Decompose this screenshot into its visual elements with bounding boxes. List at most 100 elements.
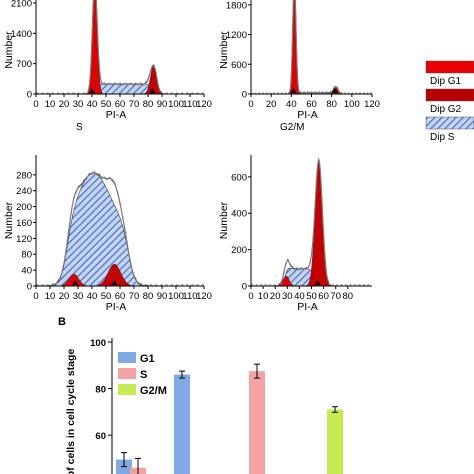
y-tick-label: 240 — [16, 186, 32, 197]
bar-y-tick-label: 80 — [95, 385, 106, 396]
bar-s-2 — [249, 371, 265, 474]
x-tick-label: 110 — [182, 99, 197, 110]
x-tick-label: 70 — [129, 291, 140, 302]
x-tick-label: 30 — [282, 291, 293, 302]
bar-legend-swatch-g1 — [118, 352, 136, 363]
data-curve — [251, 0, 372, 94]
x-axis-label: PI-A — [297, 301, 317, 313]
dip-g1-peak — [36, 0, 204, 94]
y-tick-label: 200 — [16, 202, 32, 213]
panel-title-g2m: G2/M — [280, 122, 304, 133]
x-tick-label: 80 — [343, 291, 354, 302]
y-tick-label: 600 — [231, 60, 247, 71]
x-tick-label: 40 — [87, 99, 98, 110]
y-tick-label: 0 — [242, 282, 247, 293]
gate-marker — [290, 88, 297, 93]
y-tick-label: 40 — [21, 266, 32, 277]
y-tick-label: 0 — [242, 90, 247, 101]
legend-swatch-dip-s — [425, 116, 474, 130]
fit-curve — [251, 0, 372, 94]
x-tick-label: 40 — [286, 99, 297, 110]
dip-g2-peak — [36, 263, 204, 286]
x-tick-label: 90 — [157, 291, 168, 302]
x-tick-label: 0 — [248, 99, 253, 110]
histogram-panel-3: 0 10 20 30 40 50 60 70 80 90 100110120040801201602… — [3, 155, 212, 313]
plot-area — [36, 170, 204, 286]
x-tick-label: 100 — [344, 99, 360, 110]
y-tick-label: 0 — [27, 282, 32, 293]
x-axis-label: PI-A — [106, 109, 126, 121]
x-tick-label: 120 — [196, 291, 212, 302]
x-tick-label: 120 — [196, 99, 212, 110]
x-tick-label: 60 — [115, 99, 126, 110]
bar-chart-panel: B406080100of cells in cell cycle stageG1… — [58, 316, 343, 474]
x-tick-label: 30 — [73, 99, 84, 110]
gate-marker — [149, 88, 156, 93]
dip-s-area — [36, 172, 204, 286]
bar-legend-label: G1 — [140, 353, 155, 365]
x-tick-label: 30 — [73, 291, 84, 302]
plot-area — [251, 157, 372, 286]
x-tick-label: 100 — [168, 99, 184, 110]
x-tick-label: 50 — [101, 99, 112, 110]
x-tick-label: 10 — [45, 99, 56, 110]
data-curve — [36, 0, 204, 94]
y-tick-label: 700 — [16, 59, 32, 70]
histogram-legend: Dip G1 Dip G2 Dip S — [425, 60, 474, 143]
x-tick-label: 10 — [45, 291, 56, 302]
histogram-panel-4: 0 10 20 30 40 50 60 70 80 0 200 400 600 PI-A Number — [218, 155, 372, 313]
x-tick-label: 70 — [129, 99, 140, 110]
x-tick-label: 50 — [101, 291, 112, 302]
y-tick-label: 160 — [16, 218, 32, 229]
bar-legend-swatch-s — [118, 368, 136, 379]
y-axis-label: Number — [3, 201, 15, 239]
x-tick-label: 80 — [326, 99, 337, 110]
x-tick-label: 40 — [87, 291, 98, 302]
x-tick-label: 60 — [306, 99, 317, 110]
plot-area — [251, 0, 372, 94]
x-tick-label: 120 — [364, 99, 380, 110]
y-tick-label: 1400 — [11, 29, 32, 40]
gate-marker — [314, 280, 321, 285]
x-tick-label: 80 — [143, 291, 154, 302]
x-tick-label: 90 — [157, 99, 168, 110]
y-tick-label: 2100 — [11, 0, 32, 10]
fit-curve — [36, 0, 204, 94]
x-tick-label: 80 — [143, 99, 154, 110]
y-tick-label: 1200 — [226, 30, 247, 41]
dip-s-area — [36, 83, 204, 94]
panel-letter-b: B — [58, 316, 66, 328]
y-axis-label: Number — [3, 31, 15, 69]
data-curve — [36, 170, 204, 286]
x-tick-label: 100 — [168, 291, 184, 302]
x-tick-label: 60 — [115, 291, 126, 302]
panel-title-s: S — [76, 122, 83, 133]
legend-label: Dip G1 — [430, 76, 462, 87]
bar-legend-label: S — [140, 369, 147, 381]
gate-marker — [89, 88, 95, 93]
y-tick-label: 280 — [16, 170, 32, 181]
y-axis-label: Number — [218, 201, 230, 239]
plot-area — [36, 0, 204, 94]
x-tick-label: 0 — [33, 291, 38, 302]
x-tick-label: 20 — [59, 99, 70, 110]
x-axis-label: PI-A — [106, 301, 126, 313]
x-axis-label: PI-A — [297, 109, 317, 121]
legend-swatch-dip-g2 — [425, 88, 474, 102]
legend-label: Dip G2 — [430, 104, 462, 115]
bar-y-tick-label: 60 — [95, 431, 106, 442]
bar-g2m-1 — [327, 409, 343, 474]
y-tick-label: 400 — [231, 209, 247, 220]
y-tick-label: 1800 — [226, 0, 247, 11]
bar-legend-label: G2/M — [140, 385, 167, 397]
x-tick-label: 0 — [33, 99, 38, 110]
y-tick-label: 200 — [231, 245, 247, 256]
legend-label: Dip S — [430, 132, 455, 143]
y-tick-label: 120 — [16, 234, 32, 245]
dip-g2-peak — [251, 160, 372, 286]
y-tick-label: 600 — [231, 172, 247, 183]
y-tick-label: 80 — [21, 250, 32, 261]
dip-g1-peak — [251, 0, 372, 94]
